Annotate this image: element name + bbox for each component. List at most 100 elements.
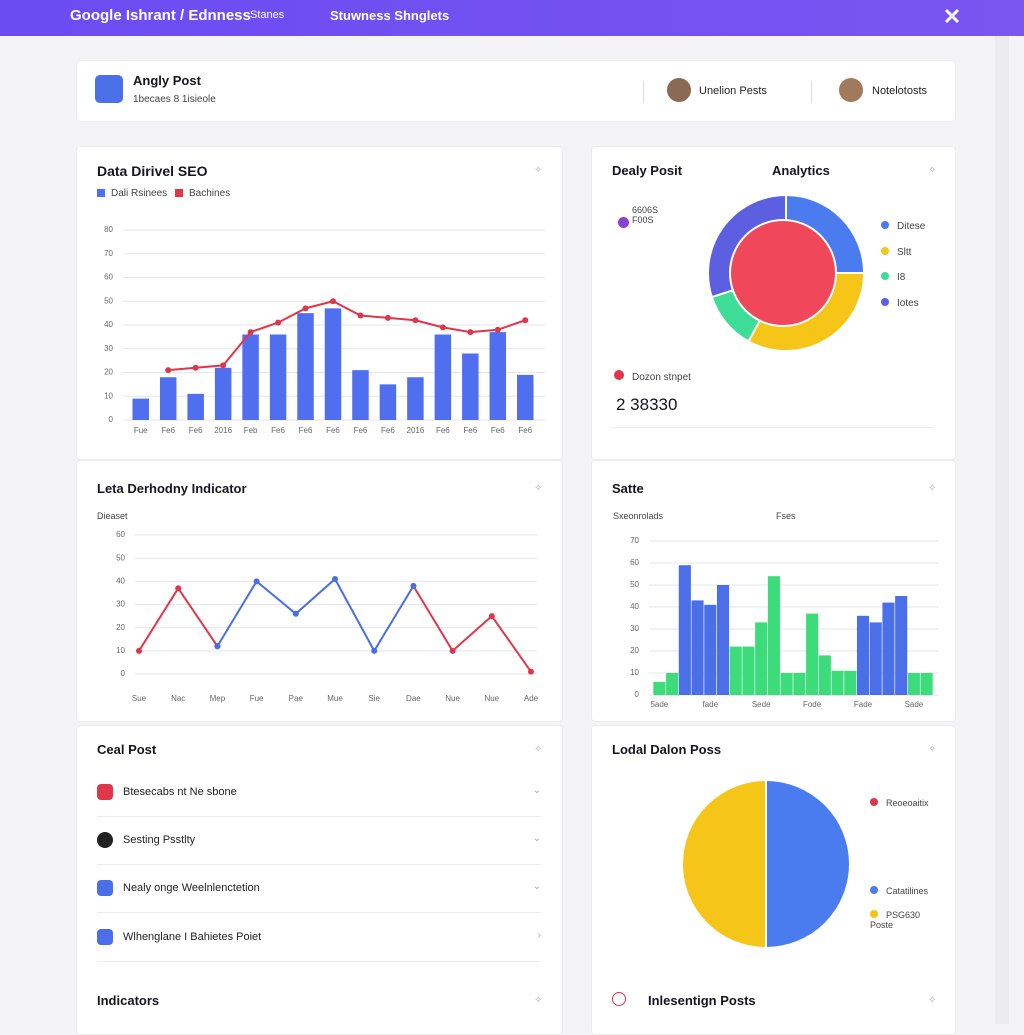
bar xyxy=(869,622,882,695)
inner-ring xyxy=(729,219,837,327)
badge: 6606S F00S xyxy=(618,205,682,228)
line xyxy=(138,586,219,652)
menu-icon[interactable]: ✧ xyxy=(534,165,543,176)
legend-swatch xyxy=(881,247,889,255)
bar xyxy=(780,673,793,695)
x-tick-label: Fe6 xyxy=(436,426,450,435)
x-tick-label: Fe6 xyxy=(299,426,313,435)
point xyxy=(192,364,199,371)
y-tick-label: 10 xyxy=(630,668,639,677)
avatar xyxy=(839,78,863,102)
legend-label: Ditese xyxy=(897,221,926,232)
legend-item: PSG630 Poste xyxy=(870,910,930,930)
brand[interactable]: Google Ishrant / Ednness xyxy=(70,7,251,24)
list-item[interactable]: Sesting Psstlty ⌄ xyxy=(97,816,541,865)
bar xyxy=(434,334,452,420)
chart: 0 10 20 30 40 50 60 70 80 Fue Fe6 Fe6 2016 Feb Fe6 Fe6 F… xyxy=(104,225,545,435)
x-tick-label: Fe6 xyxy=(326,426,340,435)
bar xyxy=(242,334,259,420)
user-name[interactable]: Unelion Pests xyxy=(699,85,767,97)
legend-label: I8 xyxy=(897,272,906,283)
stat-label-text: Dozon stnpet xyxy=(632,372,691,383)
chart: 0 10 20 30 40 50 60 Sue Nac Mep Fue Pae Mue Sie Dae Nue… xyxy=(116,530,539,703)
bar xyxy=(856,615,870,695)
profile-meta: 1becaes 8 1isieole xyxy=(133,94,216,105)
icon xyxy=(612,992,626,1006)
y-tick-label: 50 xyxy=(104,296,113,305)
y-tick-label: 60 xyxy=(116,530,125,539)
slice xyxy=(765,778,851,950)
point xyxy=(136,647,142,654)
card-title: Dealy Posit xyxy=(612,163,683,178)
user-name[interactable]: Notelotosts xyxy=(872,85,928,97)
x-tick-label: Sue xyxy=(132,694,147,703)
x-tick-label: Fe6 xyxy=(518,426,532,435)
menu-icon[interactable]: ✧ xyxy=(534,744,543,755)
card-title: Ceal Post xyxy=(97,742,157,757)
x-tick-label: 2016 xyxy=(407,426,425,435)
y-tick-label: 50 xyxy=(630,580,639,589)
bar xyxy=(653,681,666,695)
x-tick-label: Fe6 xyxy=(354,426,368,435)
line xyxy=(216,577,415,653)
divider xyxy=(612,427,934,428)
bar xyxy=(755,622,768,695)
y-tick-label: 30 xyxy=(630,624,639,633)
menu-icon[interactable]: ✧ xyxy=(534,995,543,1006)
x-tick-label: Pae xyxy=(289,694,304,703)
x-tick-label: Sede xyxy=(752,700,771,709)
point xyxy=(275,319,282,326)
x-tick-label: Fe6 xyxy=(161,426,175,435)
bar xyxy=(666,673,679,695)
x-tick-label: Nue xyxy=(445,694,460,703)
bar xyxy=(729,646,742,695)
x-tick-label: Fe6 xyxy=(381,426,395,435)
legend-swatch xyxy=(881,221,889,229)
list-item[interactable]: Nealy onge Weelnlenctetion ⌄ xyxy=(97,864,541,913)
bar xyxy=(691,600,704,695)
menu-icon[interactable]: ✧ xyxy=(928,744,937,755)
legend-item: Iotes xyxy=(881,298,919,309)
menu-icon[interactable]: ✧ xyxy=(534,483,543,494)
legend-swatch xyxy=(870,798,878,806)
chart: 0 10 20 30 40 50 60 70 5ade fade Sede Fode Fade Sade xyxy=(630,536,939,709)
menu-icon[interactable]: ✧ xyxy=(928,995,937,1006)
list-item[interactable]: Wlhenglane I Bahietes Poiet › xyxy=(97,913,541,962)
legend-swatch xyxy=(870,910,878,918)
menu-icon[interactable]: ✧ xyxy=(928,165,937,176)
y-tick-label: 40 xyxy=(116,576,125,585)
indicator-card: 0 10 20 30 40 50 60 Sue Nac Mep Fue Pae Mue Sie Dae Nue… xyxy=(76,460,563,722)
y-tick-label: 60 xyxy=(104,273,113,282)
bar xyxy=(678,565,691,695)
y-tick-label: 0 xyxy=(109,415,114,424)
bar xyxy=(742,646,755,695)
x-tick-label: Feb xyxy=(244,426,258,435)
bar xyxy=(831,670,844,695)
profile-title: Angly Post xyxy=(133,73,201,88)
nav-item[interactable]: Stanes xyxy=(250,9,285,21)
bar xyxy=(379,384,397,420)
list-item[interactable]: Btesecabs nt Ne sbone ⌄ xyxy=(97,768,541,817)
x-tick-label: Fe6 xyxy=(491,426,505,435)
bar xyxy=(517,374,534,420)
divider xyxy=(643,81,644,103)
menu-icon[interactable]: ✧ xyxy=(928,483,937,494)
legend-swatch xyxy=(870,886,878,894)
legend-label: Bachines xyxy=(189,188,231,199)
close-icon[interactable] xyxy=(942,6,962,26)
point xyxy=(488,613,495,620)
seo-card: Data Dirivel SEO ✧ Dali Rsinees Bachines… xyxy=(76,146,563,460)
y-axis-label: Dieaset xyxy=(97,511,128,521)
item-text: Wlhenglane I Bahietes Poiet xyxy=(123,931,262,943)
item-text: Sesting Psstlty xyxy=(123,834,196,846)
point xyxy=(330,298,336,305)
y-tick-label: 40 xyxy=(630,602,639,611)
y-tick-label: 80 xyxy=(104,225,113,234)
point xyxy=(357,312,364,319)
bar xyxy=(882,602,895,695)
nav-item[interactable]: Stuwness Shnglets xyxy=(330,8,450,23)
app-icon xyxy=(95,75,123,103)
legend-label: Iotes xyxy=(897,298,919,309)
scrollbar xyxy=(995,36,1009,1024)
legend-label: Dali Rsinees xyxy=(111,188,168,199)
